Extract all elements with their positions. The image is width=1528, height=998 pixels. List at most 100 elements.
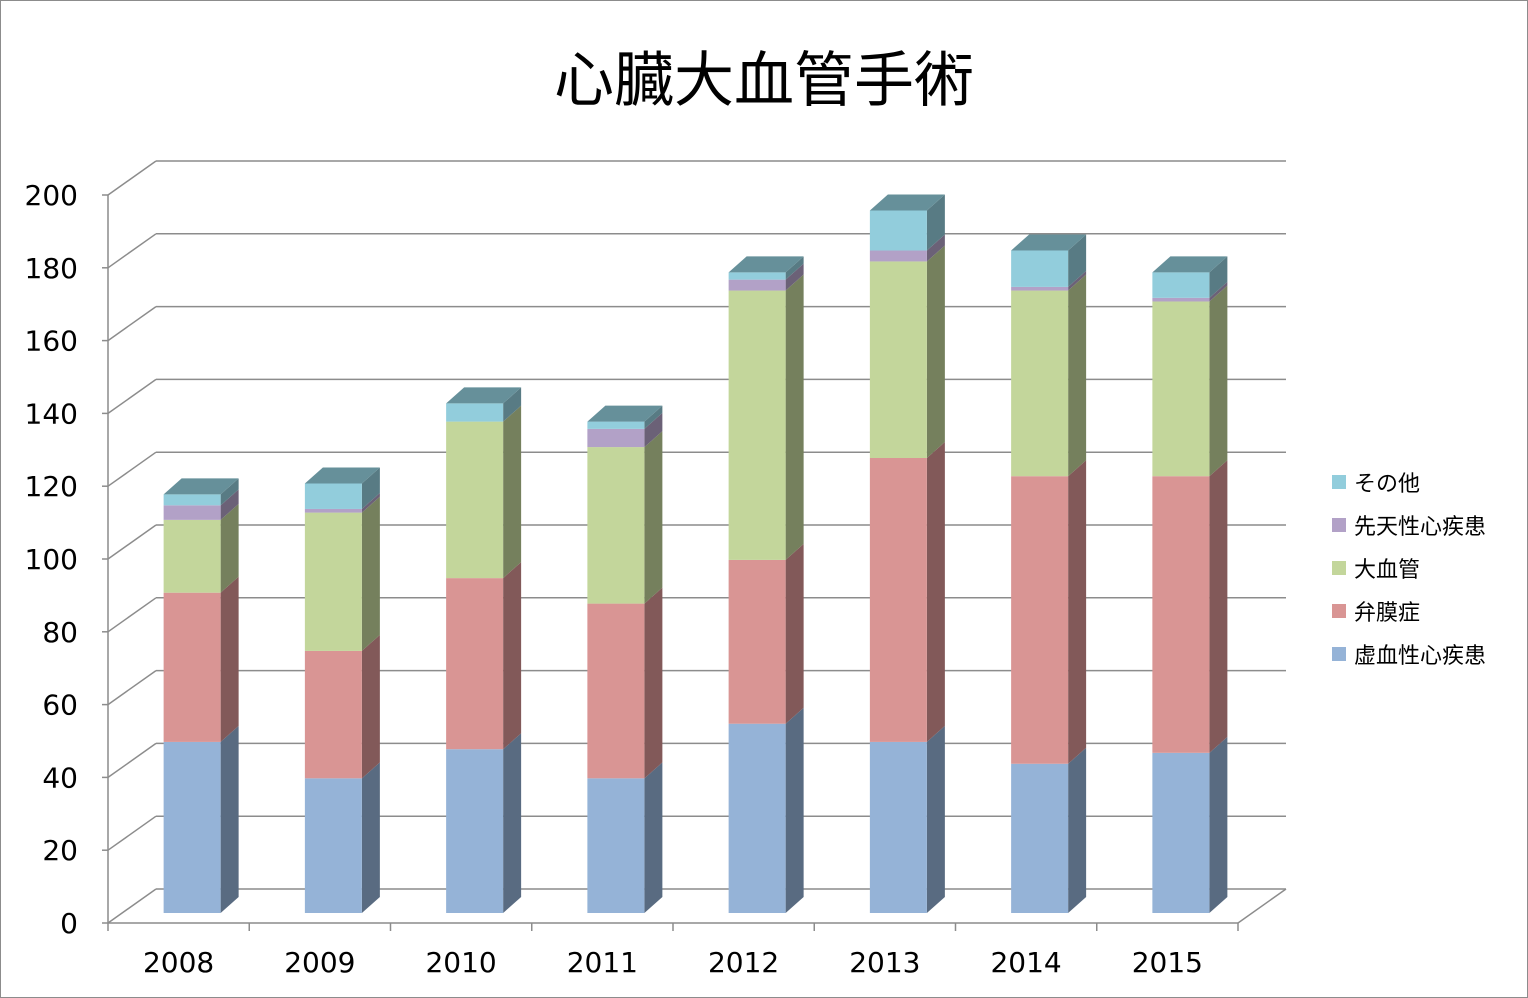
bar-segment-side [644, 412, 663, 448]
bar-segment-side [361, 762, 380, 913]
gridline-side [107, 815, 157, 851]
y-tick-label: 0 [60, 907, 78, 940]
bar-top [304, 467, 380, 484]
bar-segment [163, 592, 221, 742]
gridline-side [107, 378, 157, 415]
gridline-side [107, 160, 157, 196]
legend-swatch [1332, 603, 1346, 618]
bar-segment-side [503, 733, 522, 913]
bar-segment-side [644, 405, 663, 429]
y-tick-label: 200 [25, 179, 78, 212]
bar-segment-side [926, 442, 945, 742]
legend-label: 虚血性心疾患 [1354, 643, 1487, 669]
bar-segment [446, 421, 504, 579]
bar-segment [1011, 290, 1069, 477]
bar-segment-side [220, 725, 239, 913]
bar-top [446, 387, 522, 404]
legend-label: 弁膜症 [1354, 600, 1421, 626]
x-tick-label: 2014 [990, 946, 1061, 979]
gridline-side [107, 524, 157, 560]
bar-top [728, 256, 804, 273]
chart-title: 心臓大血管手術 [554, 46, 974, 116]
chart-legend: その他先天性心疾患大血管弁膜症虚血性心疾患 [1332, 460, 1486, 675]
bar-segment-side [503, 562, 522, 750]
bar-segment [587, 778, 645, 913]
bar-segment-side [361, 492, 380, 513]
gridline-side [107, 305, 157, 342]
x-tick-label: 2013 [849, 946, 920, 979]
bar-segment-side [220, 503, 239, 593]
y-tick-label: 60 [42, 689, 78, 722]
bar-segment [869, 458, 927, 742]
x-tick-label: 2015 [1132, 946, 1203, 979]
y-axis-labels: 0 20 40 60 80 100 120 140 160 180 200 [25, 179, 78, 940]
legend-item: 大血管 [1332, 546, 1486, 589]
x-tick-label: 2008 [143, 946, 214, 979]
bar-top [1011, 234, 1087, 251]
bar-top [587, 405, 663, 422]
bar-segment [728, 272, 786, 280]
bar-segment-side [926, 725, 945, 913]
legend-swatch [1332, 560, 1346, 575]
legend-swatch [1332, 646, 1346, 661]
bar-segment [1152, 476, 1210, 753]
bar-segment [587, 428, 645, 448]
bar-segment [728, 290, 786, 560]
bar-segment [587, 603, 645, 779]
legend-swatch [1332, 474, 1346, 489]
legend-item: 先天性心疾患 [1332, 503, 1486, 546]
bar-segment [446, 749, 504, 913]
y-tick-label: 20 [42, 834, 78, 867]
bar-segment [1011, 250, 1069, 287]
bar-segment [728, 723, 786, 913]
bar-segment-side [785, 707, 804, 913]
bar-segment [163, 505, 221, 520]
legend-item: その他 [1332, 460, 1486, 503]
legend-item: 虚血性心疾患 [1332, 632, 1486, 675]
bar-segment-side [1209, 281, 1228, 302]
chart-bars [163, 194, 1228, 913]
bar-segment [1152, 752, 1210, 913]
bar-segment-side [1209, 256, 1228, 298]
y-tick-label: 80 [42, 616, 78, 649]
bar-segment-side [220, 478, 239, 506]
bar-segment [446, 403, 504, 422]
bar-segment [304, 778, 362, 913]
floor-edge [1237, 888, 1287, 924]
gridline-side [107, 888, 157, 924]
bar-top [163, 478, 239, 495]
bar-segment [304, 508, 362, 513]
bar-segment-side [1068, 270, 1087, 291]
bar-top [1152, 256, 1228, 273]
bar-segment [869, 741, 927, 913]
bar-segment-side [644, 431, 663, 604]
bar-segment-side [361, 496, 380, 651]
legend-label: その他 [1354, 471, 1421, 497]
bar-segment-side [1068, 234, 1087, 287]
x-tick-label: 2009 [284, 946, 355, 979]
gridline-side [107, 742, 157, 779]
y-tick-label: 180 [25, 252, 78, 285]
bar-segment-side [1209, 736, 1228, 913]
gridline-side [107, 451, 157, 487]
bar-segment [587, 421, 645, 429]
x-tick-label: 2010 [425, 946, 496, 979]
bar-segment-side [220, 576, 239, 742]
legend-label: 大血管 [1354, 557, 1421, 583]
y-tick-label: 140 [25, 397, 78, 430]
bar-segment [869, 210, 927, 251]
bar-segment-side [1209, 285, 1228, 477]
bar-segment [1011, 286, 1069, 291]
bar-segment [304, 512, 362, 651]
gridline-side [107, 597, 157, 633]
bar-segment [1011, 476, 1069, 764]
y-tick-label: 100 [25, 543, 78, 576]
bar-segment-side [926, 234, 945, 262]
bar-segment [163, 494, 221, 506]
bar-segment [869, 250, 927, 262]
bar-segment-side [785, 543, 804, 724]
bar-segment-side [644, 762, 663, 913]
bar-segment-side [1068, 460, 1087, 764]
bar-segment-side [503, 387, 522, 422]
bar-segment [728, 559, 786, 724]
